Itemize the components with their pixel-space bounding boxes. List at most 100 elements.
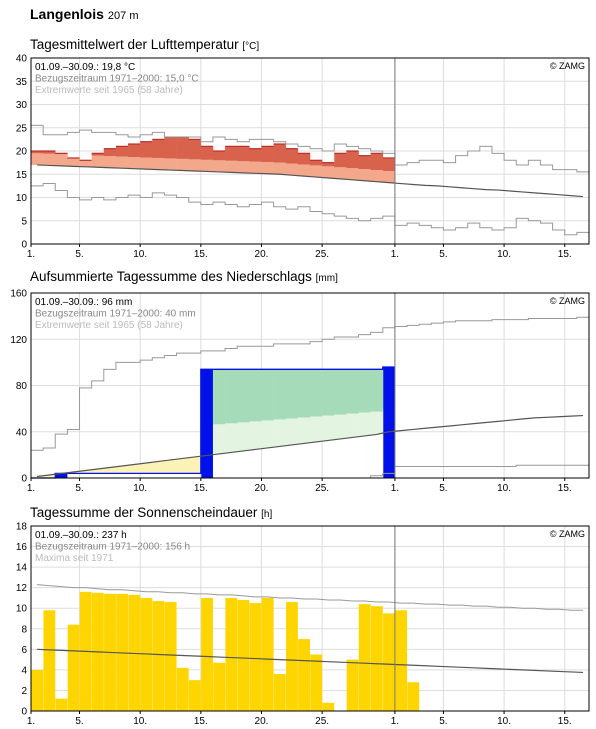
precip-deficit-area [91, 468, 105, 474]
sun-daily-bar [164, 602, 177, 711]
sun-daily-bar [213, 662, 226, 711]
precip-anomaly-light [212, 424, 226, 454]
precip-anomaly-dark [285, 369, 299, 419]
precip-deficit-area [140, 462, 153, 474]
temp-anomaly-bar [31, 151, 44, 154]
temp-anomaly-light [152, 157, 165, 170]
temp-anomaly-light [43, 153, 56, 166]
station-name: Langenlois [30, 6, 104, 22]
temp-ytick-label: 30 [16, 100, 28, 111]
temp-anomaly-bar [91, 153, 105, 156]
temp-anomaly-light [334, 167, 347, 179]
precip-anomaly-light [370, 411, 384, 435]
precip-anomaly-light [346, 413, 359, 438]
temp-anomaly-bar [297, 153, 311, 165]
precip-legend-line: Extremwerte seit 1965 (58 Jahre) [35, 320, 183, 331]
temperature-title-text: Tagesmittelwert der Lufttemperatur [30, 37, 239, 52]
temp-xtick-label: 1. [27, 249, 35, 260]
precip-deficit-area [188, 456, 202, 474]
precip-xtick-label: 1. [27, 483, 35, 494]
temp-anomaly-light [237, 161, 250, 173]
temp-ytick-label: 40 [16, 54, 28, 65]
temperature-chart: 0 5 10 15 20 25 30 35 40 1. 5. 10. 15. 20. 25. 1. 5. 10. 1… [16, 54, 590, 260]
temp-anomaly-light [164, 158, 177, 171]
precip-deficit-area [152, 461, 165, 474]
sun-daily-bar [261, 597, 274, 711]
sun-xtick-label: 1. [27, 716, 35, 727]
sun-xtick-label: 5. [439, 716, 447, 727]
precip-anomaly-light [358, 412, 371, 436]
temp-anomaly-bar [310, 160, 323, 166]
temp-anomaly-light [200, 159, 214, 172]
temperature-unit: [°C] [242, 41, 260, 52]
sun-daily-bar [407, 682, 420, 711]
sun-daily-bar [201, 597, 213, 711]
temp-legend-line: Bezugszeitraum 1971–2000: 15,0 °C [35, 74, 199, 85]
temp-anomaly-bar [285, 148, 299, 164]
temp-legend-line: Extremwerte seit 1965 (58 Jahre) [35, 85, 183, 96]
precip-ytick-label: 40 [16, 427, 28, 438]
sun-xtick-label: 10. [497, 716, 511, 727]
temp-ytick-label: 20 [16, 147, 28, 158]
precip-anomaly-light [297, 417, 311, 444]
sun-frame [30, 525, 590, 712]
sun-xtick-label: 5. [75, 716, 83, 727]
sun-daily-bar [322, 702, 335, 711]
sun-daily-bar [273, 674, 286, 711]
precip-anomaly-light [261, 420, 274, 448]
temp-anomaly-bar [128, 144, 141, 158]
temp-anomaly-light [79, 160, 92, 167]
temp-anomaly-light [176, 158, 189, 171]
precip-ytick-label: 0 [21, 474, 27, 485]
precipitation-title: Aufsummierte Tagessumme des Niederschlag… [30, 269, 338, 284]
precip-deficit-area [67, 471, 80, 474]
station-elevation: 207 m [107, 10, 139, 22]
sun-daily-bar [43, 610, 56, 711]
sun-daily-bar [370, 606, 383, 711]
precip-legend-line: 01.09.–30.09.: 96 mm [35, 297, 132, 308]
temp-anomaly-light [261, 162, 274, 174]
temp-anomaly-bar [370, 153, 384, 171]
sun-daily-bar [346, 659, 359, 711]
temp-xtick-label: 1. [391, 249, 399, 260]
precip-anomaly-dark [212, 369, 226, 425]
temp-anomaly-light [310, 165, 323, 178]
temp-legend-line: 01.09.–30.09.: 19,8 °C [35, 62, 135, 73]
sun-daily-bar [55, 698, 68, 711]
sunshine-chart: 0 2 4 6 8 10 12 14 16 18 1. 5. 10. 15. 20. 25. 1. 5. 10. 15… [16, 522, 590, 727]
temp-anomaly-light [370, 170, 384, 182]
temp-anomaly-bar [176, 137, 189, 159]
sun-normal-line [37, 648, 583, 674]
precip-deficit-area [31, 476, 44, 478]
sun-ytick-label: 18 [16, 522, 28, 533]
temp-anomaly-bar [200, 146, 214, 160]
precip-xtick-label: 10. [497, 483, 511, 494]
precip-xtick-label: 15. [194, 483, 208, 494]
temp-anomaly-light [322, 166, 335, 178]
temp-ytick-label: 0 [21, 240, 27, 251]
temp-anomaly-light [31, 153, 44, 165]
precip-anomaly-dark [346, 369, 359, 414]
precipitation-chart: 0 40 80 120 160 1. 5. 10. 15. 20. 25. 1. 5. 10. 15. 01.… [10, 289, 590, 494]
precip-ytick-label: 120 [10, 335, 27, 346]
temp-anomaly-light [273, 162, 287, 175]
precip-cumulative-line [31, 366, 395, 479]
precip-deficit-area [128, 464, 141, 474]
sun-daily-bar [249, 603, 262, 711]
precip-xtick-label: 10. [133, 483, 147, 494]
precip-anomaly-dark [273, 369, 287, 420]
sun-daily-bar [237, 600, 250, 711]
temp-ytick-label: 10 [16, 193, 28, 204]
temp-anomaly-bar [261, 146, 274, 163]
sunshine-title: Tagessumme der Sonnenscheindauer [h] [30, 505, 272, 520]
temp-anomaly-light [55, 154, 68, 166]
precip-normal-line [36, 414, 583, 478]
sun-daily-bar [31, 669, 44, 711]
sun-ytick-label: 12 [16, 583, 28, 594]
precip-copyright: © ZAMG [550, 296, 585, 306]
temp-anomaly-light [346, 168, 359, 180]
sun-copyright: © ZAMG [550, 529, 585, 539]
precip-anomaly-dark [370, 369, 384, 412]
temp-anomaly-bar [152, 139, 165, 158]
sun-ytick-label: 6 [21, 645, 27, 656]
